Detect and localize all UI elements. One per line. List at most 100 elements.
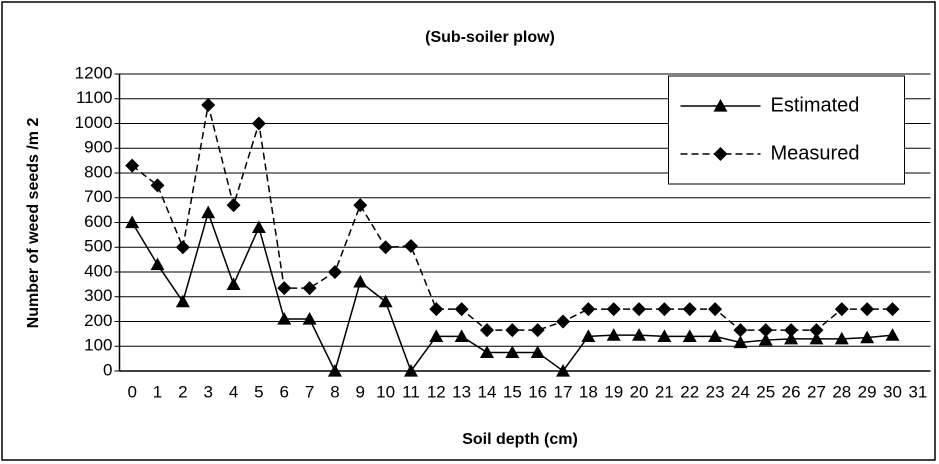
diamond-marker [429, 302, 444, 317]
x-tick-label: 24 [731, 382, 750, 401]
diamond-marker [251, 116, 266, 131]
diamond-marker [403, 239, 418, 254]
x-tick-label: 20 [630, 382, 649, 401]
triangle-marker [708, 329, 723, 342]
diamond-marker [657, 302, 672, 317]
x-tick-label: 14 [478, 382, 497, 401]
diamond-marker [479, 323, 494, 338]
triangle-marker [403, 364, 418, 377]
y-axis-label: Number of weed seeds /m 2 [25, 118, 42, 329]
y-tick-label: 800 [84, 162, 112, 181]
diamond-marker [606, 302, 621, 317]
triangle-marker [713, 99, 728, 112]
diamond-marker [353, 198, 368, 213]
triangle-marker [505, 345, 520, 359]
y-tick-label: 1200 [75, 63, 113, 82]
x-tick-label: 19 [604, 382, 623, 401]
x-tick-label: 5 [254, 382, 263, 401]
x-tick-label: 30 [883, 382, 902, 401]
x-tick-label: 4 [229, 382, 238, 401]
triangle-marker [860, 330, 875, 344]
diamond-marker [860, 302, 875, 317]
triangle-marker [530, 345, 545, 359]
x-tick-label: 23 [706, 382, 725, 401]
y-tick-label: 700 [84, 187, 112, 206]
y-tick-label: 1100 [76, 88, 113, 107]
x-tick-label: 6 [280, 382, 289, 401]
triangle-marker [606, 328, 621, 341]
diamond-marker [505, 323, 520, 338]
y-tick-label: 600 [84, 212, 112, 231]
y-tick-label: 300 [84, 286, 112, 305]
x-tick-label: 7 [305, 382, 314, 401]
diamond-marker [834, 302, 849, 317]
diamond-marker [226, 198, 241, 213]
triangle-marker [429, 329, 444, 342]
diamond-marker [454, 302, 469, 317]
triangle-marker [277, 312, 292, 325]
x-tick-label: 29 [858, 382, 877, 401]
diamond-marker [758, 323, 773, 338]
x-tick-label: 18 [579, 382, 598, 401]
triangle-marker [657, 329, 672, 342]
diamond-marker [632, 302, 647, 317]
diamond-marker [175, 240, 190, 255]
diamond-marker [708, 302, 723, 317]
x-tick-label: 2 [178, 382, 187, 401]
triangle-marker [809, 331, 824, 345]
triangle-marker [556, 364, 571, 377]
diamond-marker [733, 323, 748, 338]
y-tick-label: 900 [84, 138, 112, 157]
triangle-marker [175, 294, 190, 308]
diamond-marker [327, 265, 342, 279]
triangle-marker [302, 312, 317, 325]
triangle-marker [632, 328, 647, 341]
triangle-marker [733, 335, 748, 349]
y-tick-label: 100 [84, 336, 112, 355]
x-tick-label: 21 [655, 382, 674, 401]
x-tick-label: 26 [782, 382, 801, 401]
triangle-marker [784, 331, 799, 345]
x-tick-label: 8 [330, 382, 339, 401]
diamond-marker [530, 323, 545, 338]
diamond-marker [682, 302, 697, 317]
x-tick-label: 0 [127, 382, 136, 401]
y-tick-label: 500 [84, 237, 112, 256]
triangle-marker [682, 329, 697, 342]
x-tick-label: 3 [203, 382, 212, 401]
legend-box [668, 75, 905, 185]
y-tick-label: 1000 [75, 113, 113, 132]
y-tick-label: 200 [84, 311, 112, 330]
triangle-marker [378, 294, 393, 308]
x-tick-label: 27 [807, 382, 826, 401]
legend-label: Estimated [771, 94, 860, 116]
x-tick-label: 10 [376, 382, 395, 401]
x-tick-label: 22 [680, 382, 699, 401]
triangle-marker [479, 345, 494, 359]
triangle-marker [834, 331, 849, 345]
diamond-marker [201, 97, 216, 112]
triangle-marker [201, 205, 216, 219]
diamond-marker [581, 302, 596, 317]
x-tick-label: 17 [554, 382, 573, 401]
triangle-marker [581, 329, 596, 342]
x-tick-label: 11 [402, 382, 420, 401]
triangle-marker [150, 257, 165, 271]
triangle-marker [454, 329, 469, 342]
triangle-marker [327, 364, 342, 377]
triangle-marker [885, 328, 900, 341]
x-tick-label: 1 [153, 382, 162, 401]
x-tick-label: 25 [756, 382, 775, 401]
triangle-marker [125, 215, 140, 229]
x-tick-label: 31 [908, 382, 927, 401]
diamond-marker [302, 281, 317, 296]
diamond-marker [378, 240, 393, 255]
triangle-marker [758, 333, 773, 346]
chart-title: (Sub-soiler plow) [425, 29, 555, 46]
triangle-marker [353, 274, 368, 288]
diamond-marker [809, 323, 824, 338]
x-tick-label: 16 [528, 382, 547, 401]
y-tick-label: 400 [84, 261, 112, 280]
diamond-marker [885, 302, 900, 317]
